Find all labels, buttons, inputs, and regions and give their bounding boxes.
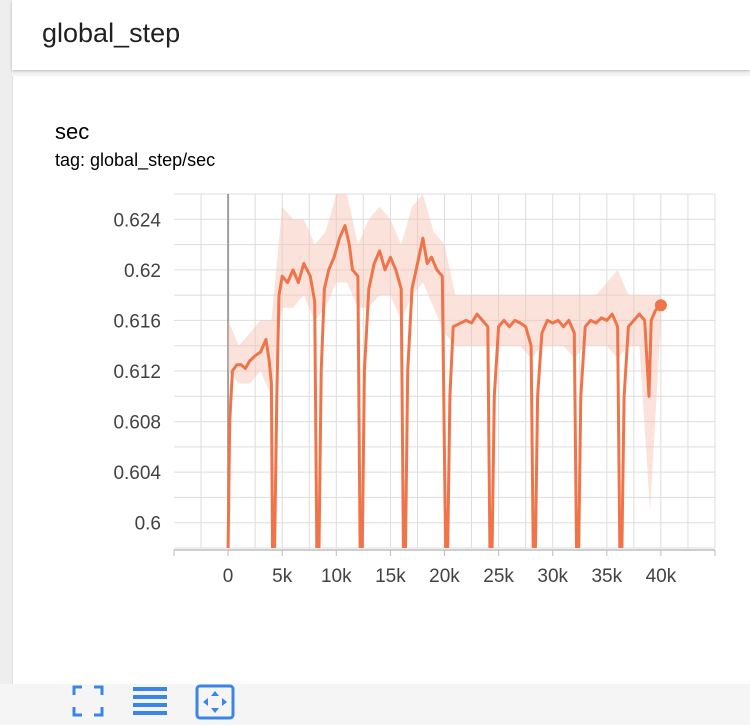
x-tick-label: 10k [321, 566, 352, 587]
y-tick-label: 0.6 [135, 514, 161, 535]
section-title: global_step [42, 18, 181, 48]
y-tick-label: 0.616 [113, 311, 161, 332]
section-header[interactable]: global_step [12, 0, 750, 70]
fit-domain-button[interactable] [195, 684, 235, 720]
chart-title: sec [55, 119, 90, 144]
y-tick-label: 0.608 [113, 413, 161, 434]
y-tick-label: 0.604 [113, 463, 161, 484]
fullscreen-button[interactable] [71, 684, 105, 718]
chart-tag: tag: global_step/sec [55, 150, 216, 170]
x-tick-label: 5k [272, 566, 293, 587]
y-tick-label: 0.624 [113, 210, 161, 231]
fullscreen-icon [72, 685, 104, 717]
x-tick-label: 15k [375, 566, 406, 587]
chart-plot[interactable]: 0 5k 10k 15k 20k 25k 30k 35k 40k 0.6 0.604 0.608 0.6… [13, 76, 750, 684]
fit-domain-icon [195, 684, 235, 720]
list-lines-icon [133, 687, 167, 715]
y-tick-label: 0.62 [124, 261, 161, 282]
x-tick-label: 0 [223, 566, 234, 587]
x-tick-label: 30k [537, 566, 568, 587]
toggle-log-scale-button[interactable] [133, 684, 167, 718]
x-tick-label: 25k [483, 566, 514, 587]
x-tick-label: 35k [591, 566, 622, 587]
y-tick-label: 0.612 [113, 362, 161, 383]
x-tick-label: 20k [429, 566, 460, 587]
left-gutter [0, 0, 12, 684]
raw-series-band [228, 194, 661, 511]
chart-card: sec tag: global_step/sec 0 5k 10k 15k 20k 25k… [12, 76, 750, 720]
x-tick-label: 40k [646, 566, 677, 587]
series-line [226, 224, 662, 548]
last-point-marker [654, 299, 667, 312]
